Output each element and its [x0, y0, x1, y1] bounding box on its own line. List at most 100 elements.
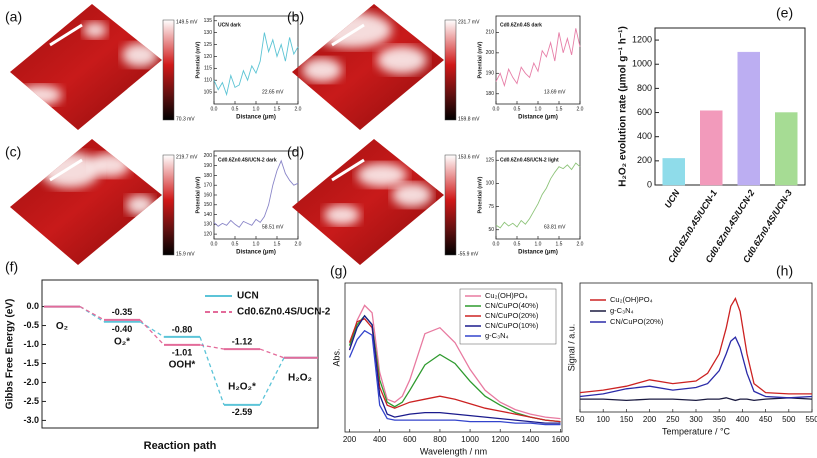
afm-image	[292, 139, 444, 265]
colorbar-max: 231.7 mV	[458, 19, 480, 25]
state-label: O₂	[56, 321, 68, 332]
y-tick-label: 0.0	[26, 301, 39, 311]
x-tick-label: 0.0	[493, 106, 500, 112]
state-label: H₂O₂	[288, 372, 312, 383]
afm-surface	[292, 4, 444, 130]
value-label: -1.01	[172, 347, 193, 357]
legend-label: Cd0.6Zn0.4S/UCN-2	[237, 307, 331, 318]
x-tick-label: 0.5	[514, 106, 521, 112]
y-tick-label: 180	[204, 173, 213, 179]
inset-title: UCN dark	[218, 22, 241, 28]
afm-surface	[10, 4, 162, 130]
afm-highlight	[83, 22, 107, 38]
y-tick-label: 120	[204, 231, 213, 237]
y-tick-label: 210	[486, 30, 495, 36]
x-tick-label: 50	[576, 415, 585, 424]
x-tick-label: 2.0	[577, 106, 584, 112]
y-axis-label: H₂O₂ evolution rate (μmol g⁻¹ h⁻¹)	[618, 26, 629, 187]
legend-label: g-C₃N₄	[610, 306, 634, 315]
connector	[139, 319, 165, 346]
afm-highlight	[312, 12, 392, 48]
panel-label: (c)	[5, 144, 21, 160]
panel-label: (d)	[287, 144, 304, 160]
x-tick-label: 0.5	[232, 241, 239, 247]
y-tick-label: 190	[204, 163, 213, 169]
legend-label: Cu₂(OH)PO₄	[485, 291, 528, 300]
bar	[662, 158, 685, 186]
plot-frame	[41, 279, 319, 429]
x-tick-label: 800	[433, 435, 447, 444]
plot-frame	[213, 150, 299, 240]
panel-label: (g)	[330, 263, 347, 279]
panel-label: (a)	[5, 9, 22, 25]
colorbar-min: 159.8 mV	[458, 116, 480, 122]
y-tick-label: 50	[488, 227, 494, 233]
x-tick-label: 500	[782, 415, 796, 424]
x-tick-label: 200	[343, 435, 357, 444]
series-line	[579, 336, 813, 399]
y-tick-label: 125	[486, 158, 495, 164]
x-tick-label: 450	[759, 415, 773, 424]
series-line	[348, 304, 561, 420]
y-tick-label: 140	[204, 212, 213, 218]
y-tick-label: 100	[486, 181, 495, 187]
panel-label: (h)	[776, 263, 793, 279]
x-tick-label: 0.0	[493, 241, 500, 247]
y-tick-label: 1200	[632, 34, 652, 44]
profile-trace	[213, 159, 299, 228]
x-tick-label: 1000	[461, 435, 479, 444]
y-tick-label: 600	[637, 107, 652, 117]
profile-line	[49, 23, 83, 47]
connector	[199, 336, 225, 406]
y-tick-label: 200	[486, 50, 495, 56]
colorbar-max: 219.7 mV	[176, 154, 198, 160]
afm-highlight	[392, 183, 432, 207]
x-axis-label: Distance (μm)	[236, 115, 276, 121]
colorbar-min: 70.3 mV	[176, 116, 195, 122]
profile-trace	[495, 162, 581, 229]
series-line	[579, 296, 812, 395]
x-tick-label: 1600	[552, 435, 570, 444]
colorbar-min: -55.9 mV	[458, 251, 479, 257]
afm-highlight	[90, 153, 130, 177]
y-axis-label: Signal / a.u.	[566, 324, 576, 372]
y-tick-label: 150	[204, 202, 213, 208]
profile-line	[331, 158, 365, 182]
bar	[775, 112, 798, 186]
colorbar-min: 15.9 mV	[176, 251, 195, 257]
profile-trace	[495, 28, 581, 88]
value-label: -0.35	[112, 307, 133, 317]
y-tick-label: 190	[486, 71, 495, 77]
afm-surface	[292, 139, 444, 265]
y-tick-label: 130	[204, 30, 213, 36]
series-line	[348, 314, 561, 424]
x-tick-label: 0.0	[211, 106, 218, 112]
colorbar	[162, 154, 175, 256]
x-tick-label: 1.5	[556, 106, 563, 112]
x-axis-label: Distance (μm)	[518, 250, 558, 256]
x-tick-label: 0.5	[514, 241, 521, 247]
y-tick-label: 800	[637, 83, 652, 93]
colorbar	[444, 154, 457, 256]
legend-label: CN/CuPO(40%)	[485, 301, 539, 310]
x-tick-label: 1.0	[253, 241, 260, 247]
x-tick-label: 300	[689, 415, 703, 424]
x-tick-label: 1200	[491, 435, 509, 444]
y-axis-label: Abs.	[331, 348, 341, 366]
afm-highlight	[40, 152, 100, 188]
y-tick-label: 200	[637, 155, 652, 165]
afm-image	[10, 4, 162, 130]
y-axis-label: Potential (mV)	[195, 41, 201, 78]
state-label: O₂*	[114, 336, 130, 347]
panel-label: (e)	[776, 5, 793, 21]
x-tick-label: 0.0	[211, 241, 218, 247]
state-label: OOH*	[169, 360, 196, 371]
x-tick-label: 1.0	[535, 241, 542, 247]
x-tick-label: 1.0	[535, 106, 542, 112]
x-tick-label: 100	[597, 415, 611, 424]
y-tick-label: -2.5	[23, 396, 39, 406]
state-label: H₂O₂*	[228, 382, 256, 393]
colorbar	[162, 19, 175, 121]
y-tick-label: -3.0	[23, 415, 39, 425]
